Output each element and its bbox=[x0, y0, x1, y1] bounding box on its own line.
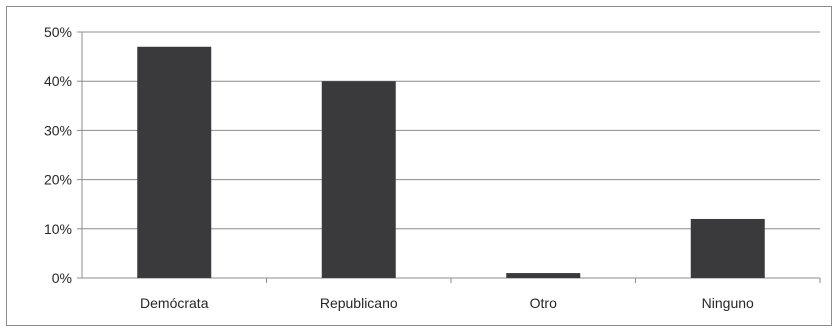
x-axis bbox=[81, 32, 821, 283]
y-tick-label: 50% bbox=[44, 24, 72, 40]
bar-demócrata bbox=[137, 46, 212, 279]
category-labels: Demócrata Republicano Otro Ninguno bbox=[140, 295, 754, 311]
y-tick-label: 0% bbox=[52, 270, 72, 286]
bar-ninguno bbox=[690, 218, 765, 278]
y-tick-label: 40% bbox=[44, 73, 72, 89]
y-tick-label: 10% bbox=[44, 221, 72, 237]
x-category-label: Ninguno bbox=[702, 295, 754, 311]
x-category-label: Otro bbox=[530, 295, 557, 311]
bar-republicano bbox=[321, 81, 396, 278]
bar-otro bbox=[506, 273, 581, 278]
y-axis-tick-labels: 0% 10% 20% 30% 40% 50% bbox=[44, 24, 72, 286]
x-category-label: Republicano bbox=[320, 295, 398, 311]
bars bbox=[137, 46, 765, 279]
y-tick-label: 30% bbox=[44, 122, 72, 138]
x-category-label: Demócrata bbox=[140, 295, 209, 311]
y-tick-label: 20% bbox=[44, 172, 72, 188]
